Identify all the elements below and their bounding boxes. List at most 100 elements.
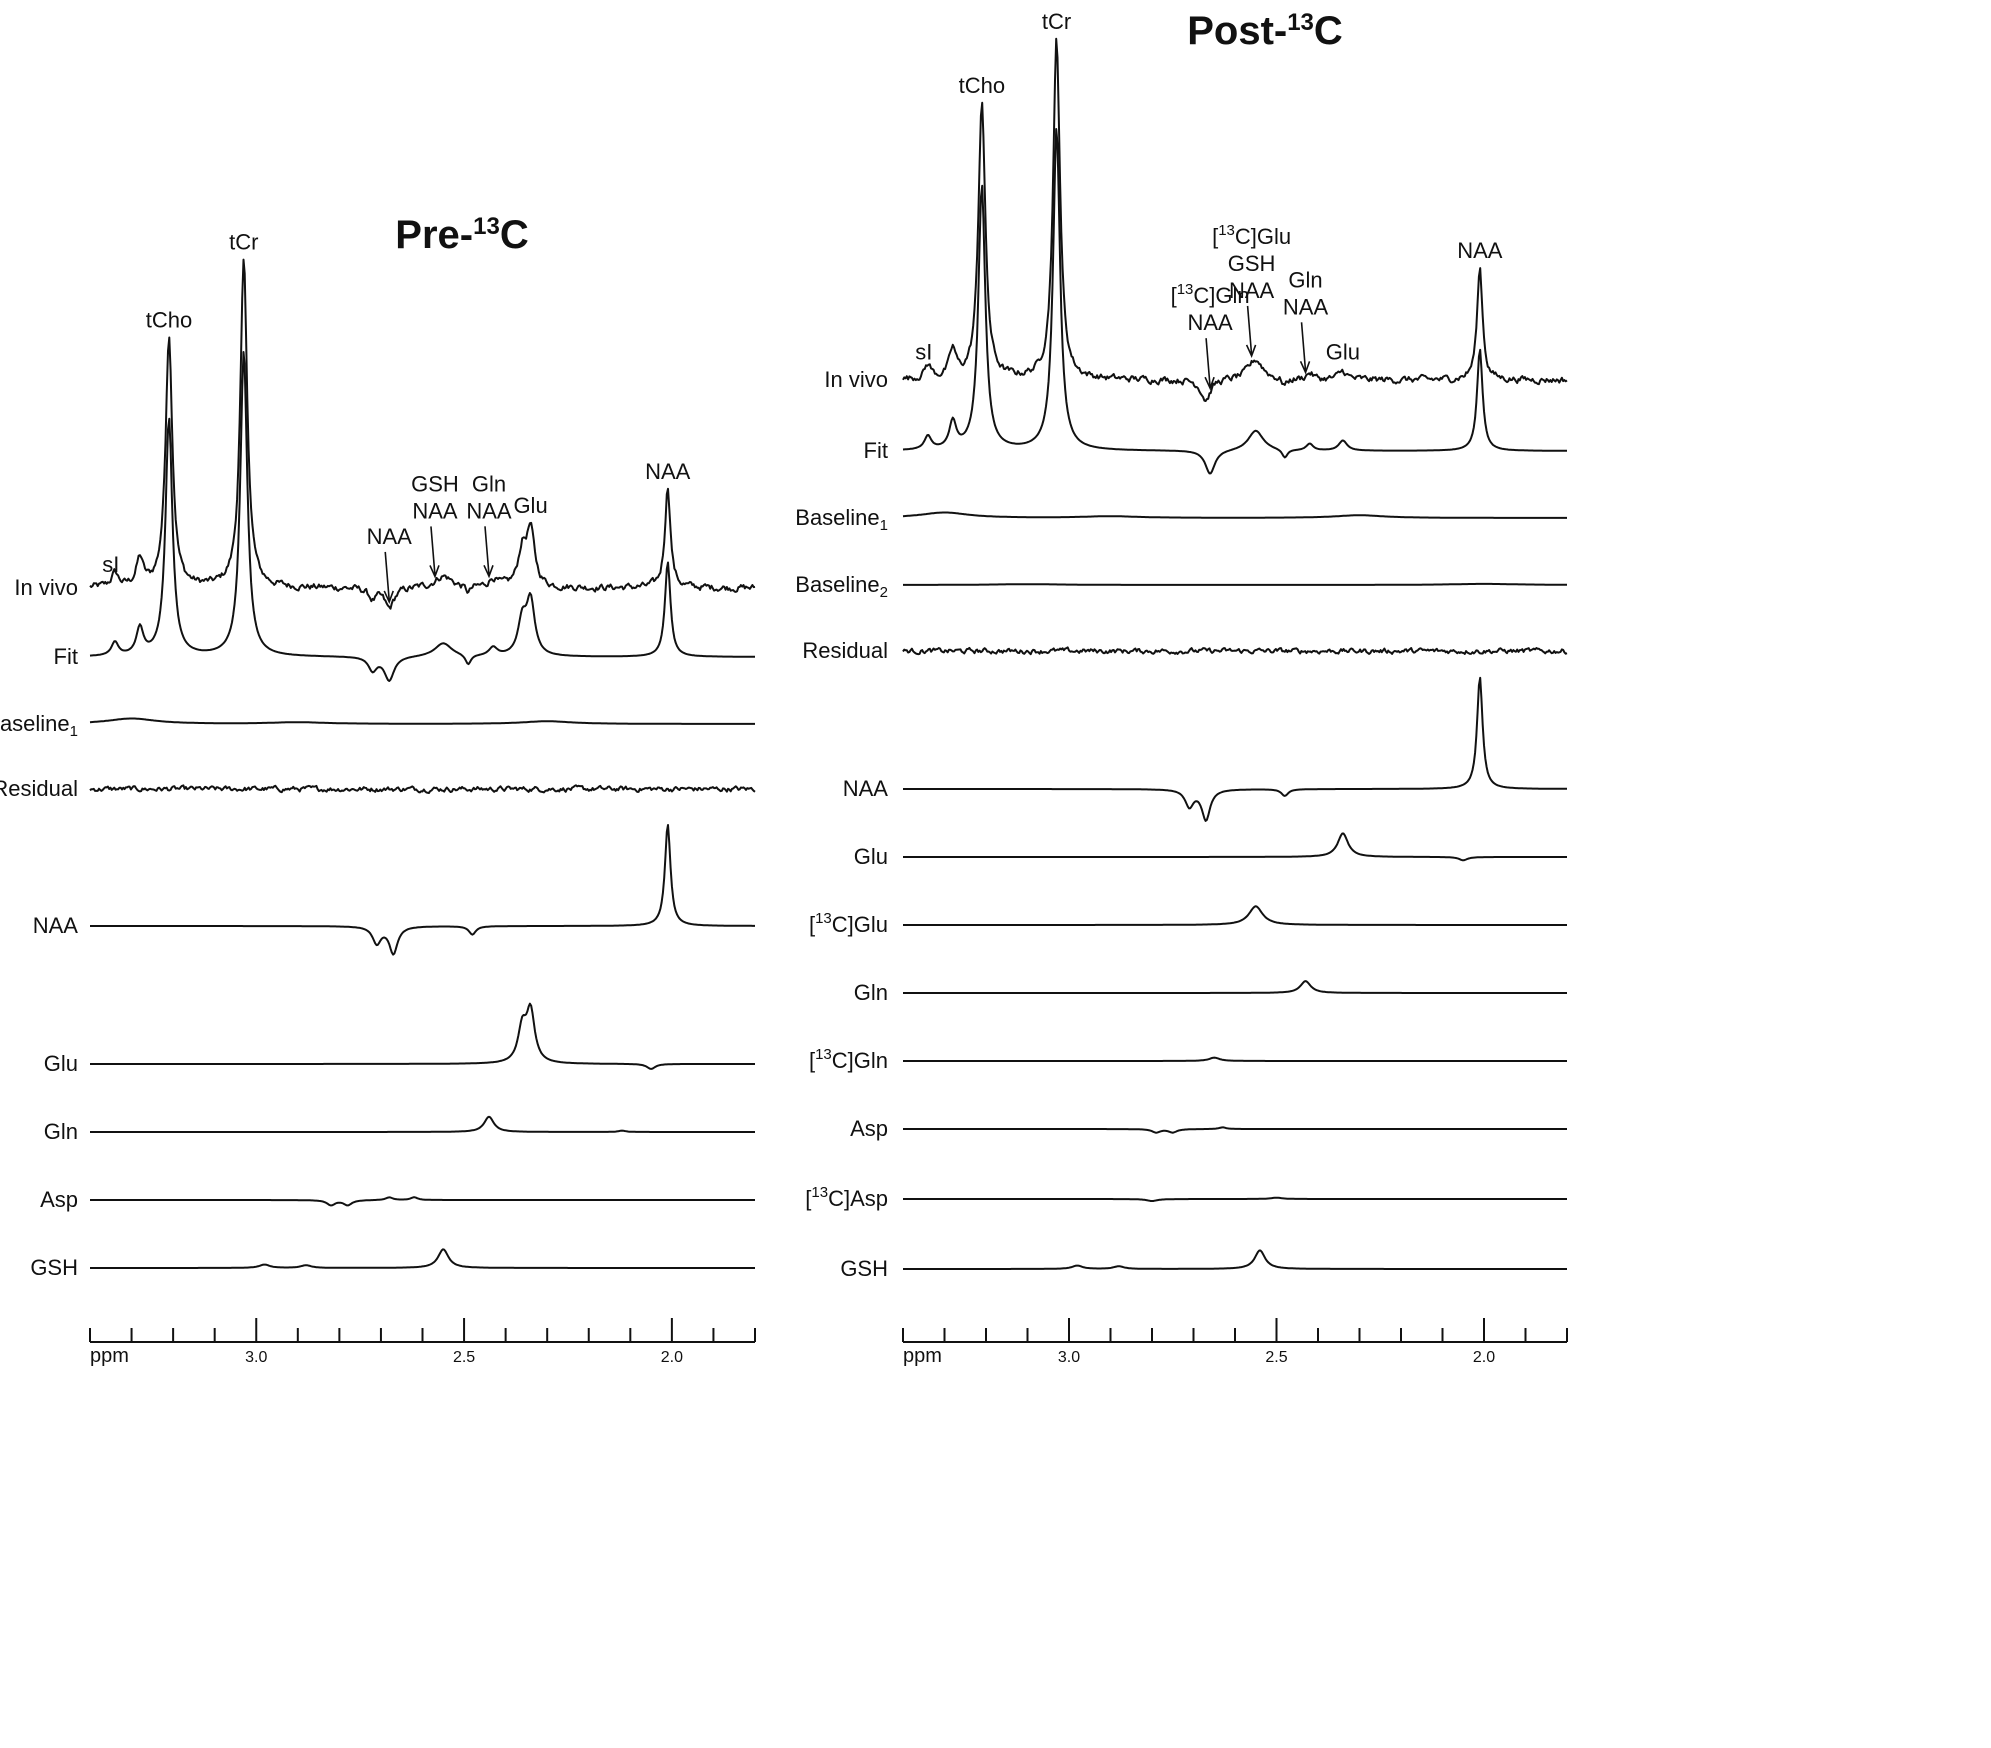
annotation-text: NAA — [412, 498, 458, 523]
annotation-si: sI — [102, 552, 119, 577]
annotation-tcho: tCho — [146, 307, 192, 332]
annotation-arrow — [484, 526, 490, 576]
x-tick-label: 2.5 — [453, 1349, 475, 1366]
row-label-baseline2: Baseline2 — [795, 572, 888, 601]
annotation-glu: Glu — [1326, 340, 1360, 365]
x-tick-label: 2.5 — [1265, 1349, 1287, 1366]
trace-glu — [90, 1002, 755, 1070]
x-axis: 3.0 2.5 2.0 ppm — [89, 1318, 756, 1367]
annotation-text: NAA — [1457, 238, 1503, 263]
row-label-asp: Asp — [40, 1187, 78, 1212]
trace-13c-asp — [903, 1196, 1567, 1202]
post-13c-panel: Post-13C In vivo Fit Baseline1 Baseline2 Resi… — [795, 9, 1568, 1367]
annotation-text: GSH — [1228, 251, 1276, 276]
annotation-text: NAA — [645, 459, 691, 484]
annotation-text: NAA — [1283, 294, 1329, 319]
annotation-arrow — [384, 551, 391, 601]
annotation-text: GSH — [411, 471, 459, 496]
row-label-baseline1: Baseline1 — [795, 505, 888, 534]
annotation-text: sI — [102, 552, 119, 577]
annotation-arrowhead — [1204, 376, 1215, 391]
x-tick-label: 3.0 — [245, 1349, 267, 1366]
trace-naa — [903, 676, 1567, 822]
annotation-text: tCho — [959, 73, 1005, 98]
row-label-gsh: GSH — [840, 1256, 888, 1281]
trace-gsh — [90, 1248, 755, 1269]
annotation-text: Glu — [1326, 340, 1360, 365]
row-label-gsh: GSH — [30, 1255, 78, 1280]
row-label-naa: NAA — [33, 913, 79, 938]
trace-baseline1 — [902, 511, 1567, 519]
row-label-in-vivo: In vivo — [824, 367, 888, 392]
trace-glu — [903, 832, 1567, 862]
panel-title-main: Pre- — [395, 213, 473, 257]
annotation-arrowhead — [429, 565, 440, 579]
x-axis-label: ppm — [903, 1345, 942, 1367]
annotation-text: tCr — [1042, 9, 1071, 34]
row-label-in-vivo: In vivo — [14, 575, 78, 600]
trace-naa — [90, 824, 755, 956]
row-label-fit: Fit — [54, 644, 78, 669]
panel-title-main: Post- — [1187, 9, 1287, 53]
annotation-arrowhead — [483, 564, 494, 579]
row-label-13c-glu: [13C]Glu — [809, 910, 888, 937]
annotation-arrowhead — [1299, 361, 1311, 375]
annotation-text: [13C]Gln — [1171, 281, 1250, 308]
row-label-baseline1: Baseline1 — [0, 711, 78, 740]
annotation-text: NAA — [367, 524, 413, 549]
annotation-arrow — [1246, 305, 1253, 355]
x-axis-label: ppm — [90, 1345, 129, 1367]
annotation-arrow — [1300, 322, 1307, 372]
annotation-text: NAA — [466, 498, 512, 523]
annotation-arrow — [430, 526, 436, 576]
annotation-arrowhead — [383, 590, 395, 605]
row-label-residual: Residual — [0, 776, 78, 801]
trace-residual — [902, 646, 1568, 656]
row-label-fit: Fit — [864, 438, 888, 463]
trace-13c-gln — [903, 1056, 1567, 1062]
annotation-si: sI — [915, 339, 932, 364]
annotation-text: sI — [915, 339, 932, 364]
x-tick-label: 3.0 — [1058, 1349, 1080, 1366]
trace-baseline1 — [89, 717, 755, 725]
row-label-gln: Gln — [44, 1119, 78, 1144]
trace-residual — [89, 784, 756, 794]
row-label-asp: Asp — [850, 1116, 888, 1141]
annotation-text: [13C]Glu — [1212, 222, 1291, 249]
annotation-arrowhead — [1245, 344, 1257, 359]
trace-in-vivo — [89, 258, 756, 610]
trace-in-vivo — [902, 37, 1568, 402]
trace-gln — [90, 1115, 755, 1133]
annotation-naa: NAA — [1457, 238, 1503, 263]
annotation-text: NAA — [1187, 310, 1233, 335]
annotation-tcr: tCr — [229, 230, 258, 255]
trace-fit — [902, 128, 1567, 475]
trace-asp — [903, 1126, 1567, 1134]
trace-asp — [90, 1196, 755, 1207]
row-label-naa: NAA — [843, 776, 889, 801]
row-label-residual: Residual — [802, 638, 888, 663]
annotation-arrow — [1205, 338, 1211, 388]
annotation-text: NAA — [1229, 278, 1275, 303]
x-axis: 3.0 2.5 2.0 ppm — [902, 1318, 1568, 1367]
row-label-glu: Glu — [854, 844, 888, 869]
trace-gsh — [903, 1249, 1567, 1270]
annotation-text: tCho — [146, 307, 192, 332]
row-label-13c-gln: [13C]Gln — [809, 1046, 888, 1073]
annotation-text: Gln — [472, 471, 506, 496]
trace-fit — [89, 351, 755, 682]
x-tick-label: 2.0 — [661, 1349, 683, 1366]
annotation-text: Glu — [513, 493, 547, 518]
row-label-glu: Glu — [44, 1051, 78, 1076]
x-tick-label: 2.0 — [1473, 1349, 1495, 1366]
trace-baseline2 — [903, 582, 1567, 586]
annotation-text: Gln — [1288, 267, 1322, 292]
trace-gln — [903, 980, 1567, 994]
annotation-text: tCr — [229, 230, 258, 255]
